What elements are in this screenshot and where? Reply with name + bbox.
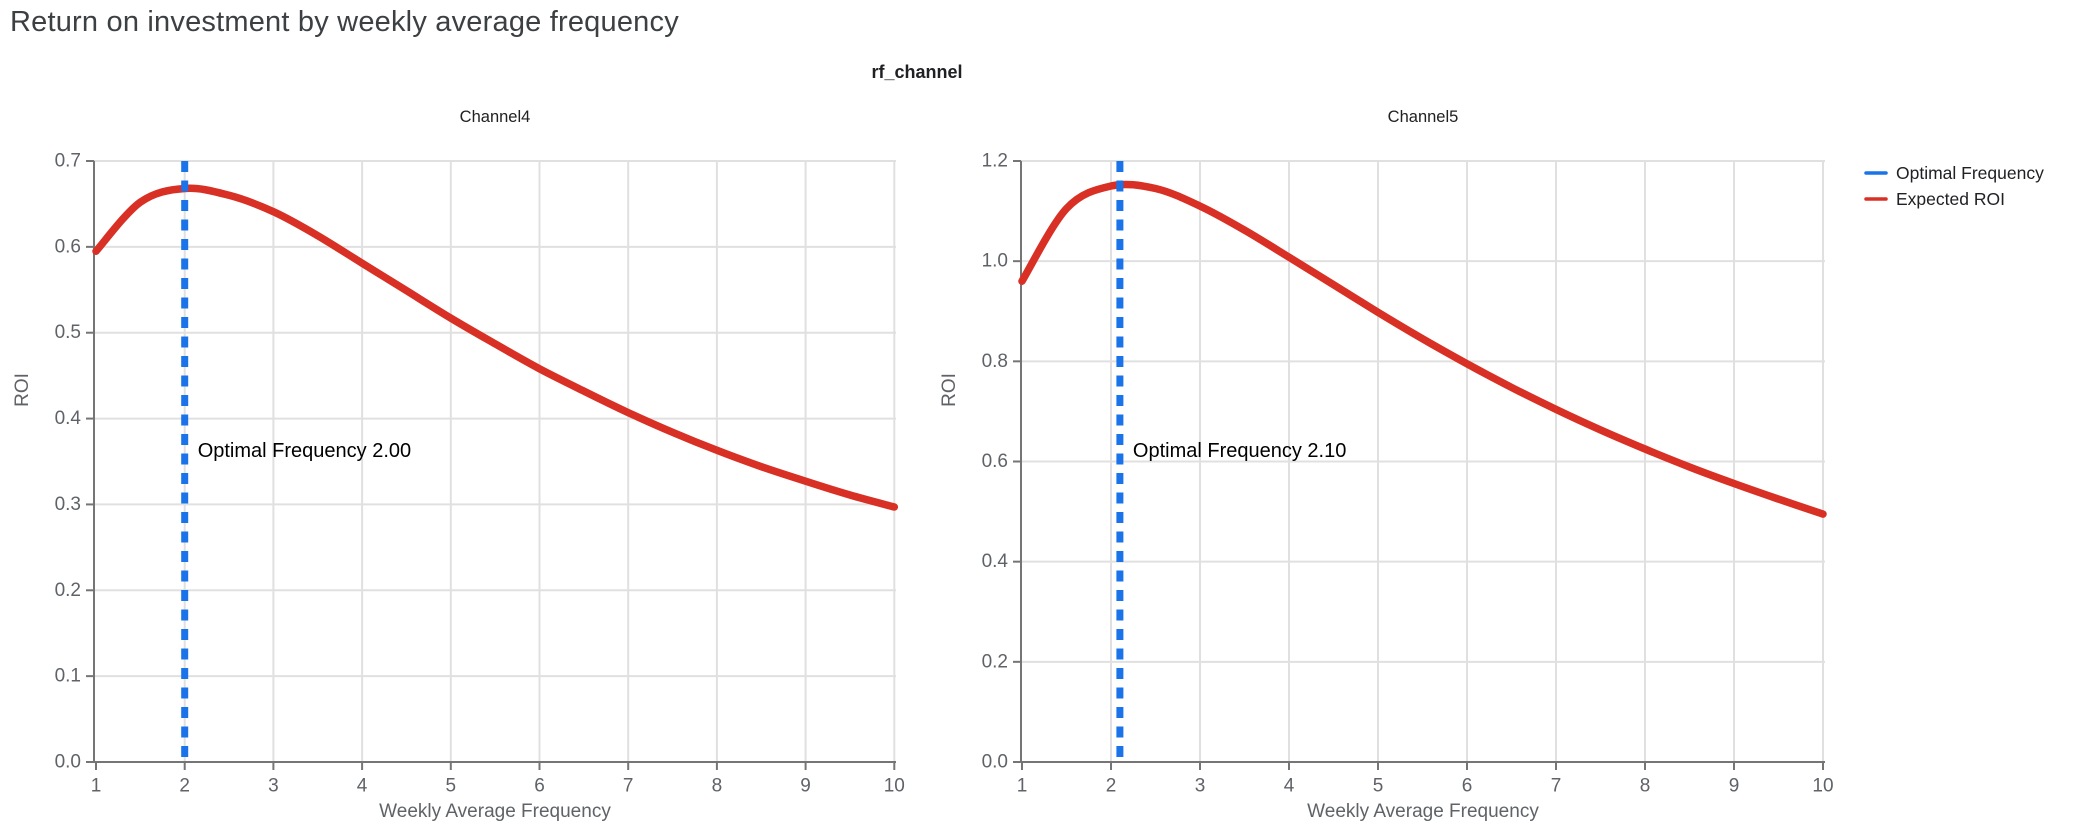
- x-tick-label: 10: [884, 776, 905, 797]
- legend: Optimal Frequency Expected ROI: [1864, 163, 2044, 209]
- x-axis-label: Weekly Average Frequency: [1307, 801, 1539, 822]
- x-tick-label: 4: [357, 776, 368, 797]
- x-tick-label: 2: [179, 776, 190, 797]
- axes-ticks: 0.0 0.1 0.2 0.3 0.4 0.5 0.6 0.7 1 2 3 4 5 6 7 8 9 10: [55, 151, 905, 797]
- y-tick-label: 0.1: [55, 666, 81, 687]
- y-axis-label: ROI: [939, 373, 960, 407]
- chart-channel4: 0.0 0.1 0.2 0.3 0.4 0.5 0.6 0.7 1 2 3 4 5 6 7 8 9 10 Weekl…: [12, 108, 905, 822]
- subplot-title: Channel4: [460, 108, 531, 126]
- optimal-frequency-annotation: Optimal Frequency 2.00: [198, 440, 411, 462]
- subplot-title: Channel5: [1388, 108, 1459, 126]
- x-tick-label: 9: [800, 776, 811, 797]
- optimal-frequency-annotation: Optimal Frequency 2.10: [1133, 440, 1346, 462]
- expected-roi-curve: [1018, 180, 1827, 518]
- legend-label: Expected ROI: [1896, 189, 2005, 209]
- x-tick-label: 10: [1812, 776, 1833, 797]
- chart-channel5: 0.0 0.2 0.4 0.6 0.8 1.0 1.2 1 2 3 4 5 6 7 8 9 10 Weekly A…: [939, 108, 1834, 822]
- y-axis-label: ROI: [12, 373, 33, 407]
- legend-item-optimal-frequency: Optimal Frequency: [1864, 163, 2044, 183]
- x-tick-label: 1: [91, 776, 102, 797]
- x-tick-label: 8: [712, 776, 723, 797]
- x-tick-label: 7: [1551, 776, 1562, 797]
- y-tick-label: 0.0: [55, 752, 81, 773]
- x-tick-label: 5: [1373, 776, 1384, 797]
- x-tick-label: 4: [1284, 776, 1295, 797]
- y-tick-label: 0.7: [55, 151, 81, 172]
- legend-label: Optimal Frequency: [1896, 163, 2044, 183]
- y-tick-label: 1.0: [982, 251, 1008, 272]
- y-tick-label: 0.6: [982, 451, 1008, 472]
- x-tick-label: 9: [1729, 776, 1740, 797]
- x-tick-label: 8: [1640, 776, 1651, 797]
- x-axis-label: Weekly Average Frequency: [379, 801, 611, 822]
- y-tick-label: 0.4: [55, 408, 82, 429]
- x-tick-label: 6: [1462, 776, 1473, 797]
- expected-roi-curve: [92, 184, 899, 511]
- y-tick-label: 0.4: [982, 551, 1009, 572]
- y-tick-label: 0.0: [982, 752, 1008, 773]
- x-tick-label: 7: [623, 776, 634, 797]
- grid: [1021, 160, 1825, 762]
- axes-ticks: 0.0 0.2 0.4 0.6 0.8 1.0 1.2 1 2 3 4 5 6 7 8 9 10: [982, 151, 1834, 797]
- y-tick-label: 0.5: [55, 322, 81, 343]
- x-tick-label: 3: [268, 776, 279, 797]
- page-title: Return on investment by weekly average f…: [10, 6, 679, 38]
- y-tick-label: 1.2: [982, 151, 1008, 172]
- x-tick-label: 2: [1106, 776, 1117, 797]
- y-tick-label: 0.2: [55, 580, 81, 601]
- x-tick-label: 6: [534, 776, 545, 797]
- x-tick-label: 1: [1017, 776, 1028, 797]
- figure-title: rf_channel: [871, 62, 963, 82]
- y-tick-label: 0.2: [982, 651, 1008, 672]
- y-tick-label: 0.3: [55, 494, 81, 515]
- x-tick-label: 3: [1195, 776, 1206, 797]
- legend-item-expected-roi: Expected ROI: [1864, 189, 2005, 209]
- y-tick-label: 0.6: [55, 236, 81, 257]
- x-tick-label: 5: [446, 776, 457, 797]
- y-tick-label: 0.8: [982, 351, 1008, 372]
